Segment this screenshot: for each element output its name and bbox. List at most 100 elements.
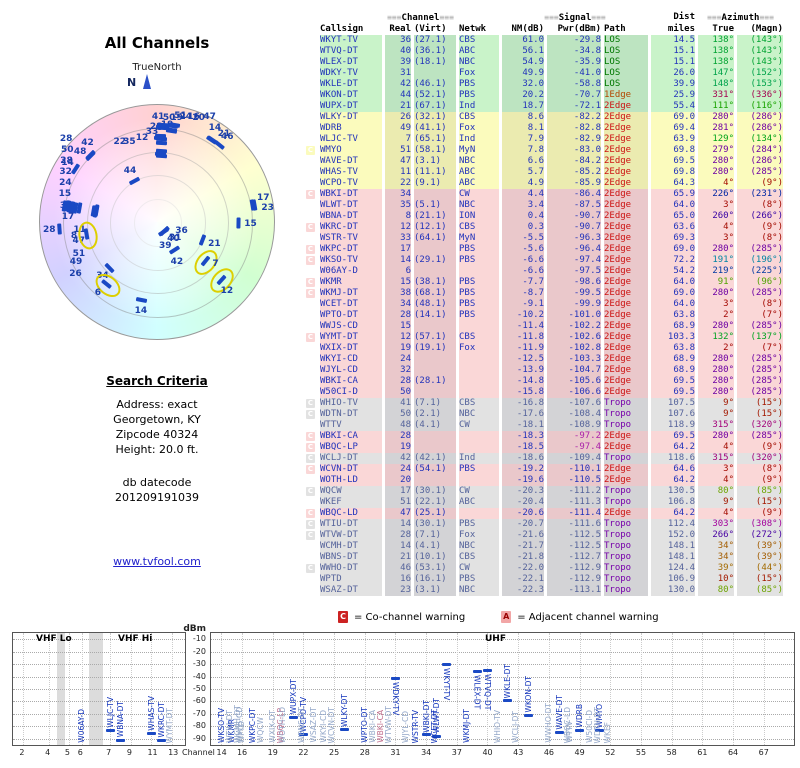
cell-netwk: CW [459, 420, 499, 431]
cell-virt: (5.1) [414, 200, 456, 211]
cell-az-true: 280° [698, 156, 734, 167]
cell-flag: C [304, 277, 317, 288]
cell-real: 15 [385, 277, 411, 288]
cell-netwk: ABC [459, 46, 499, 57]
cell-flag [304, 178, 317, 189]
spectrum-callsign-label: WKYT-TV [442, 667, 452, 701]
channel-table: Channel Signal Dist Azimuth Callsign Rea… [304, 12, 796, 596]
cell-az-true: 281° [698, 123, 734, 134]
cell-netwk [459, 266, 499, 277]
cell-path: 2Edge [604, 431, 648, 442]
cell-real: 11 [385, 167, 411, 178]
cell-az-true: 148° [698, 79, 734, 90]
cell-nm: 4.9 [502, 178, 544, 189]
cell-miles: 148.1 [651, 552, 695, 563]
cell-nm: -22.3 [502, 585, 544, 596]
col-header-real: Real [389, 24, 411, 34]
cell-flag [304, 112, 317, 123]
cell-az-magn: (320°) [737, 453, 783, 464]
cell-netwk: PBS [459, 244, 499, 255]
radar-channel-label: 23 [261, 203, 274, 214]
radar-channel-label: 33 [145, 126, 159, 137]
cell-real: 22 [385, 178, 411, 189]
cell-miles: 39.9 [651, 79, 695, 90]
table-row: C WMYO 51 (58.1) MyN 7.8 -83.0 2Edge 69.8 279° (28… [304, 145, 796, 156]
cell-real: 19 [385, 442, 411, 453]
cell-az-magn: (143°) [737, 46, 783, 57]
spectrum-signal-marker [339, 728, 349, 732]
cell-path: Tropo [604, 519, 648, 530]
table-body: WKYT-TV 36 (27.1) CBS 61.0 -29.8 LOS 14.5 138° (1… [304, 35, 796, 596]
table-row: WLWT-DT 35 (5.1) NBC 3.4 -87.5 2Edge 64.0 3° (8°) [304, 200, 796, 211]
cell-virt: (53.1) [414, 563, 456, 574]
spectrum-callsign-label: WKON-DT [523, 676, 533, 713]
cell-nm: -18.5 [502, 442, 544, 453]
cell-callsign: WLKY-DT [320, 112, 382, 123]
tvfool-link[interactable]: www.tvfool.com [113, 555, 201, 568]
cell-netwk: MyN [459, 145, 499, 156]
cell-path: LOS [604, 46, 648, 57]
cell-callsign: WMYO [320, 145, 382, 156]
cell-miles: 25.9 [651, 90, 695, 101]
cell-az-true: 34° [698, 541, 734, 552]
cell-pwr: -102.8 [547, 343, 601, 354]
cell-flag [304, 552, 317, 563]
cell-az-magn: (308°) [737, 519, 783, 530]
gridline [426, 633, 428, 745]
radar-channel-label: 44 [123, 165, 137, 176]
cell-az-magn: (8°) [737, 200, 783, 211]
cell-az-true: 280° [698, 167, 734, 178]
spectrum-signal-marker [472, 670, 482, 674]
cell-virt [414, 354, 456, 365]
cell-virt: (9.1) [414, 178, 456, 189]
cell-az-true: 226° [698, 189, 734, 200]
radar-channel-label: 28 [150, 122, 163, 132]
cell-az-magn: (336°) [737, 90, 783, 101]
cell-az-true: 4° [698, 508, 734, 519]
x-axis-tick: 13 [168, 748, 179, 757]
gridline [334, 633, 335, 745]
cell-pwr: -113.1 [547, 585, 601, 596]
cell-az-magn: (39°) [737, 552, 783, 563]
cell-az-magn: (285°) [737, 321, 783, 332]
x-axis-tick: 49 [574, 748, 585, 757]
cell-virt [414, 266, 456, 277]
cell-pwr: -99.9 [547, 299, 601, 310]
cell-real: 51 [385, 497, 411, 508]
group-header-channel: Channel [385, 12, 456, 24]
cell-nm: -11.9 [502, 343, 544, 354]
cell-real: 12 [385, 332, 411, 343]
gridline [130, 633, 132, 745]
cell-nm: -5.6 [502, 244, 544, 255]
cell-nm: -11.4 [502, 321, 544, 332]
cell-az-true: 9° [698, 409, 734, 420]
co-channel-flag-icon: C [306, 146, 315, 155]
adjacent-channel-warning-label: = Adjacent channel warning [517, 611, 659, 623]
cell-az-true: 9° [698, 398, 734, 409]
gridline [13, 664, 185, 666]
cell-virt [414, 189, 456, 200]
cell-az-true: 111° [698, 101, 734, 112]
cell-netwk [459, 387, 499, 398]
cell-pwr: -112.9 [547, 563, 601, 574]
cell-virt [414, 431, 456, 442]
spectrum-callsign-label: WLJC-TV [105, 697, 115, 728]
cell-pwr: -35.9 [547, 57, 601, 68]
cell-az-magn: (15°) [737, 398, 783, 409]
cell-virt: (42.1) [414, 453, 456, 464]
x-axis-tick: 52 [605, 748, 616, 757]
cell-miles: 107.5 [651, 398, 695, 409]
spectrum-callsign-label: WCET-DT [429, 708, 439, 743]
cell-az-magn: (85°) [737, 486, 783, 497]
cell-path: 2Edge [604, 475, 648, 486]
cell-path: LOS [604, 57, 648, 68]
cell-virt: (2.1) [414, 409, 456, 420]
gridline [13, 726, 185, 728]
table-row: WKYT-TV 36 (27.1) CBS 61.0 -29.8 LOS 14.5 138° (1… [304, 35, 796, 46]
cell-miles: 124.4 [651, 563, 695, 574]
spectrum-callsign-label: WLKY-DT [339, 694, 349, 728]
cell-netwk: PBS [459, 288, 499, 299]
cell-miles: 130.5 [651, 486, 695, 497]
cell-flag: C [304, 486, 317, 497]
spectrum-signal-marker [523, 713, 533, 717]
